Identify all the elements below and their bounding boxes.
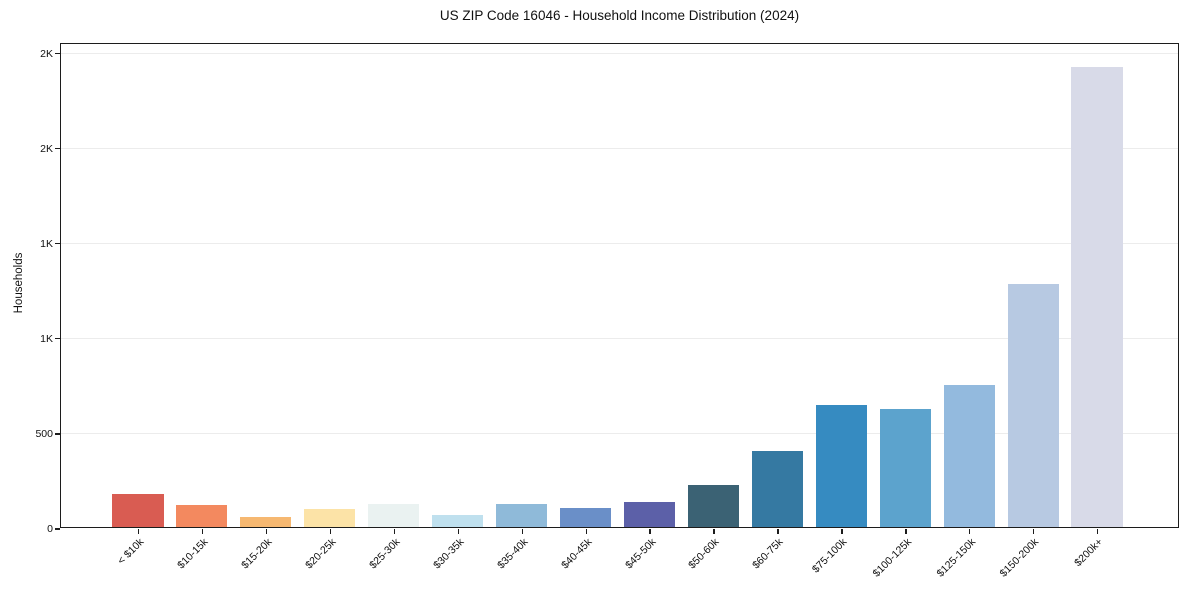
x-tick-mark	[713, 528, 715, 534]
y-tick-label: 1K	[40, 237, 53, 250]
x-tick-mark	[1097, 528, 1099, 534]
bar-50-60k	[687, 485, 739, 527]
bar-slot: $35-40k	[490, 44, 554, 571]
bar-slot: $15-20k	[234, 44, 298, 571]
x-tick-mark	[521, 528, 523, 534]
x-tick-mark	[201, 528, 204, 534]
bar-slot: $25-30k	[362, 44, 426, 571]
gridline	[61, 433, 1178, 435]
bar-slot: $150-200k	[998, 44, 1065, 580]
plot-area: < $10k $10-15k $15-20k $20-25k $25-30k $30-35…	[35, 43, 1179, 580]
x-tick-label: < $10k	[115, 536, 147, 567]
x-tick-label: $200k+	[1072, 536, 1106, 570]
y-tick-mark	[55, 528, 60, 530]
x-tick-mark	[457, 528, 459, 534]
x-tick-mark	[585, 528, 587, 534]
x-tick-label: $10-15k	[175, 536, 211, 572]
bar-slot: $40-45k	[554, 44, 618, 571]
y-tick-label: 500	[35, 427, 53, 440]
y-tick-mark	[55, 338, 60, 340]
x-tick-label: $60-75k	[750, 536, 786, 572]
bar-slot: < $10k	[106, 44, 170, 567]
x-tick-label: $35-40k	[494, 536, 531, 572]
y-tick-label: 1K	[40, 332, 53, 345]
bar-slot: $75-100k	[809, 44, 873, 575]
bar-10-15k	[176, 505, 228, 527]
gridline	[61, 338, 1178, 340]
x-tick-label: $100-125k	[870, 536, 914, 580]
x-tick-label: $125-150k	[934, 536, 978, 580]
bar-25-30k	[368, 504, 420, 527]
bar-20-25k	[304, 508, 356, 527]
x-tick-label: $40-45k	[558, 536, 595, 572]
gridline	[61, 243, 1178, 245]
x-tick-label: $30-35k	[430, 536, 467, 572]
x-tick-mark	[841, 528, 843, 534]
bar-200k	[1071, 66, 1123, 527]
x-tick-mark	[1033, 528, 1035, 534]
bar-40-45k	[559, 508, 612, 527]
bar-60-75k	[751, 450, 803, 527]
gridline	[61, 148, 1178, 150]
x-tick-mark	[329, 528, 332, 534]
x-tick-label: $15-20k	[239, 536, 275, 572]
x-tick-mark	[777, 528, 779, 534]
x-tick-label: $20-25k	[302, 536, 339, 572]
x-tick-label: $25-30k	[366, 536, 403, 572]
x-tick-mark	[969, 528, 971, 534]
gridline	[61, 53, 1178, 54]
bar-slot: $200k+	[1065, 44, 1129, 569]
y-tick-label: 0	[47, 523, 53, 535]
x-tick-label: $50-60k	[686, 536, 722, 572]
bar-75-100k	[815, 405, 867, 527]
x-tick-mark	[265, 528, 268, 534]
bar-slot: $60-75k	[745, 44, 809, 571]
y-tick-label: 2K	[40, 47, 53, 60]
chart-title: US ZIP Code 16046 - Household Income Dis…	[439, 8, 800, 23]
x-tick-label: $150-200k	[998, 536, 1042, 580]
bar-slot: $30-35k	[426, 44, 490, 571]
x-tick-label: $75-100k	[810, 536, 850, 576]
bar-slot: $50-60k	[681, 44, 745, 571]
y-tick-mark	[55, 433, 60, 435]
bar-45-50k	[623, 502, 676, 527]
y-tick-label: 2K	[40, 142, 53, 155]
bars-container: < $10k $10-15k $15-20k $20-25k $25-30k $30-35…	[106, 44, 1129, 580]
y-tick-mark	[55, 52, 60, 55]
bar-35-40k	[496, 504, 548, 527]
bar-10k	[112, 493, 164, 527]
bar-slot: $20-25k	[298, 44, 362, 571]
x-tick-mark	[137, 528, 140, 534]
bar-slot: $45-50k	[618, 44, 682, 571]
x-tick-label: $45-50k	[622, 536, 658, 572]
x-tick-mark	[905, 528, 907, 534]
bar-150-200k	[1007, 283, 1059, 527]
bar-slot: $100-125k	[870, 44, 937, 580]
bar-30-35k	[432, 515, 484, 527]
bar-slot: $125-150k	[934, 44, 1001, 580]
bar-125-150k	[943, 385, 995, 527]
bar-slot: $10-15k	[170, 44, 234, 571]
x-tick-mark	[649, 528, 651, 534]
y-tick-mark	[55, 147, 60, 150]
x-tick-mark	[393, 528, 396, 534]
bar-100-125k	[879, 409, 931, 527]
y-tick-mark	[55, 243, 60, 245]
bar-15-20k	[240, 517, 292, 527]
